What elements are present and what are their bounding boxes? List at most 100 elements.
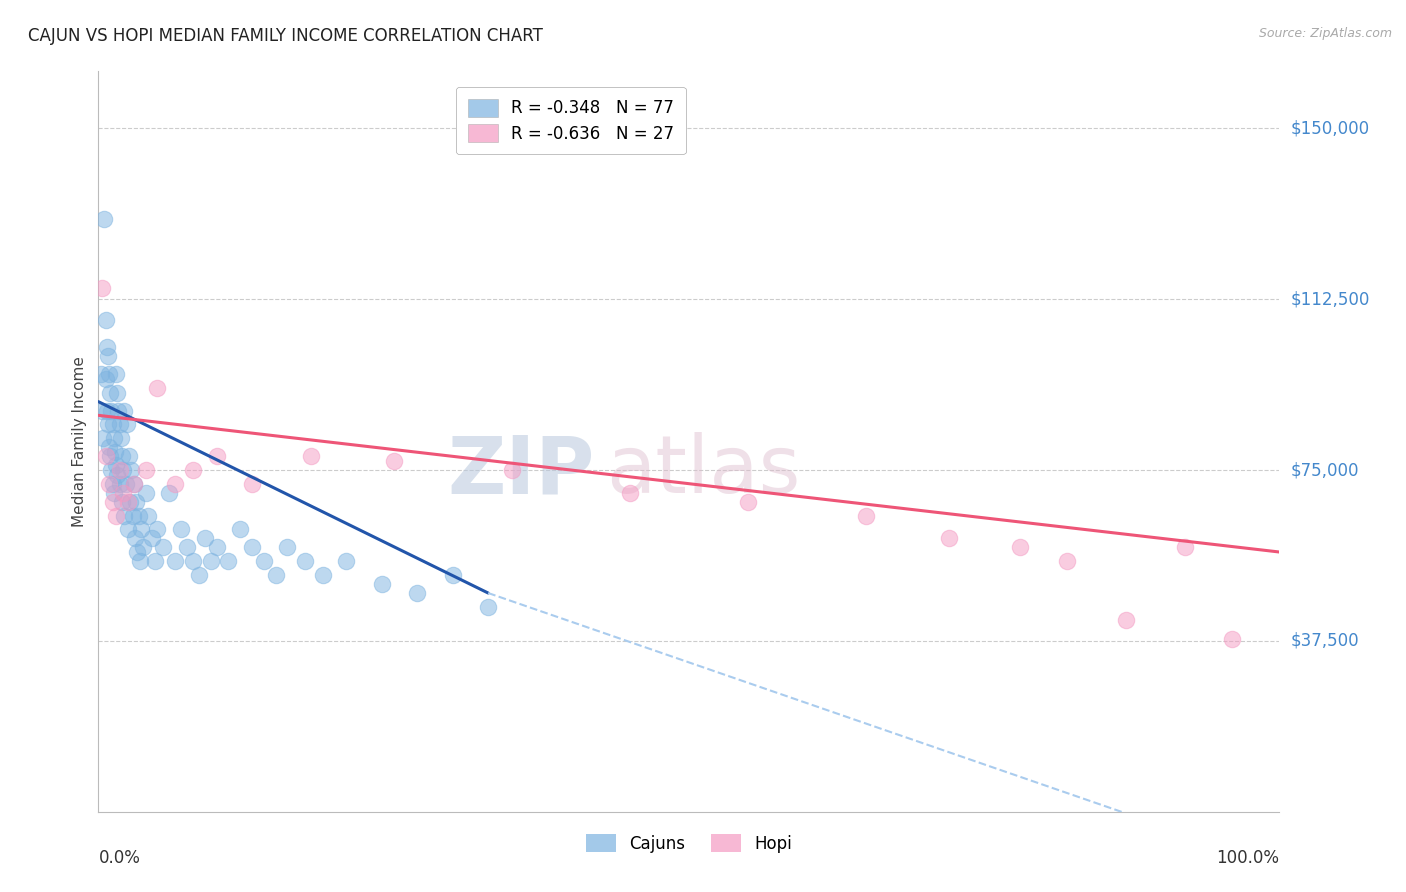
Point (938, 532, 960, 546)
Point (240, 476, 263, 491)
Point (112, 463, 135, 477)
Point (103, 485, 125, 500)
Point (101, 495, 124, 509)
Point (101, 417, 124, 432)
Text: ZIP: ZIP (447, 432, 595, 510)
Point (1008, 541, 1031, 555)
Point (103, 431, 125, 445)
Text: $37,500: $37,500 (1291, 632, 1360, 650)
Point (146, 381, 169, 395)
Point (108, 417, 131, 432)
Point (205, 541, 228, 555)
Point (152, 541, 174, 555)
Point (141, 532, 163, 546)
Point (108, 476, 131, 491)
Point (112, 485, 135, 500)
Point (105, 385, 128, 400)
Point (294, 554, 316, 568)
Point (335, 554, 357, 568)
Point (104, 444, 127, 458)
Point (128, 554, 150, 568)
Point (371, 577, 394, 591)
Point (122, 476, 145, 491)
Point (108, 463, 131, 477)
Point (187, 567, 209, 582)
Point (111, 495, 134, 509)
Point (157, 485, 180, 500)
Y-axis label: Median Family Income: Median Family Income (72, 356, 87, 527)
Point (97, 349, 120, 363)
Point (111, 450, 134, 464)
Text: $75,000: $75,000 (1291, 461, 1360, 479)
Point (143, 554, 166, 568)
Point (181, 463, 204, 477)
Point (181, 554, 204, 568)
Point (132, 541, 155, 555)
Point (98, 476, 121, 491)
Point (194, 532, 217, 546)
Point (115, 417, 138, 432)
Point (117, 522, 139, 536)
Point (264, 567, 287, 582)
Point (240, 541, 263, 555)
Point (96, 404, 118, 418)
Point (1174, 541, 1197, 555)
Point (91, 404, 114, 418)
Text: Source: ZipAtlas.com: Source: ZipAtlas.com (1258, 27, 1392, 40)
Point (136, 508, 159, 523)
Point (98, 385, 121, 400)
Point (205, 450, 228, 464)
Legend: Cajuns, Hopi: Cajuns, Hopi (576, 824, 801, 863)
Point (98, 450, 121, 464)
Text: atlas: atlas (606, 432, 800, 510)
Point (229, 522, 252, 536)
Text: $150,000: $150,000 (1291, 120, 1369, 137)
Point (1115, 613, 1137, 627)
Point (105, 368, 128, 382)
Point (146, 522, 169, 536)
Text: CAJUN VS HOPI MEDIAN FAMILY INCOME CORRELATION CHART: CAJUN VS HOPI MEDIAN FAMILY INCOME CORRE… (28, 27, 543, 45)
Point (165, 476, 187, 491)
Point (112, 508, 135, 523)
Point (176, 541, 198, 555)
Text: $112,500: $112,500 (1291, 290, 1369, 308)
Point (382, 454, 405, 468)
Point (101, 476, 124, 491)
Point (619, 485, 641, 500)
Point (121, 463, 143, 477)
Point (276, 541, 298, 555)
Point (98, 440, 121, 454)
Point (128, 508, 150, 523)
Point (477, 599, 499, 614)
Point (406, 586, 429, 600)
Point (100, 463, 122, 477)
Point (855, 508, 877, 523)
Point (1220, 632, 1243, 646)
Point (90, 368, 112, 382)
Point (129, 522, 152, 536)
Point (91, 281, 114, 295)
Point (737, 495, 759, 509)
Point (125, 495, 148, 509)
Point (170, 522, 193, 536)
Point (200, 554, 222, 568)
Point (441, 567, 464, 582)
Point (94, 372, 117, 386)
Point (105, 508, 128, 523)
Point (217, 554, 239, 568)
Point (122, 476, 145, 491)
Text: 0.0%: 0.0% (98, 849, 141, 867)
Point (94, 312, 117, 326)
Point (1056, 554, 1078, 568)
Point (118, 450, 141, 464)
Text: 100.0%: 100.0% (1216, 849, 1279, 867)
Point (117, 495, 139, 509)
Point (105, 467, 128, 482)
Point (110, 431, 132, 445)
Point (253, 554, 276, 568)
Point (114, 476, 136, 491)
Point (107, 404, 129, 418)
Point (165, 554, 187, 568)
Point (121, 508, 143, 523)
Point (127, 545, 149, 559)
